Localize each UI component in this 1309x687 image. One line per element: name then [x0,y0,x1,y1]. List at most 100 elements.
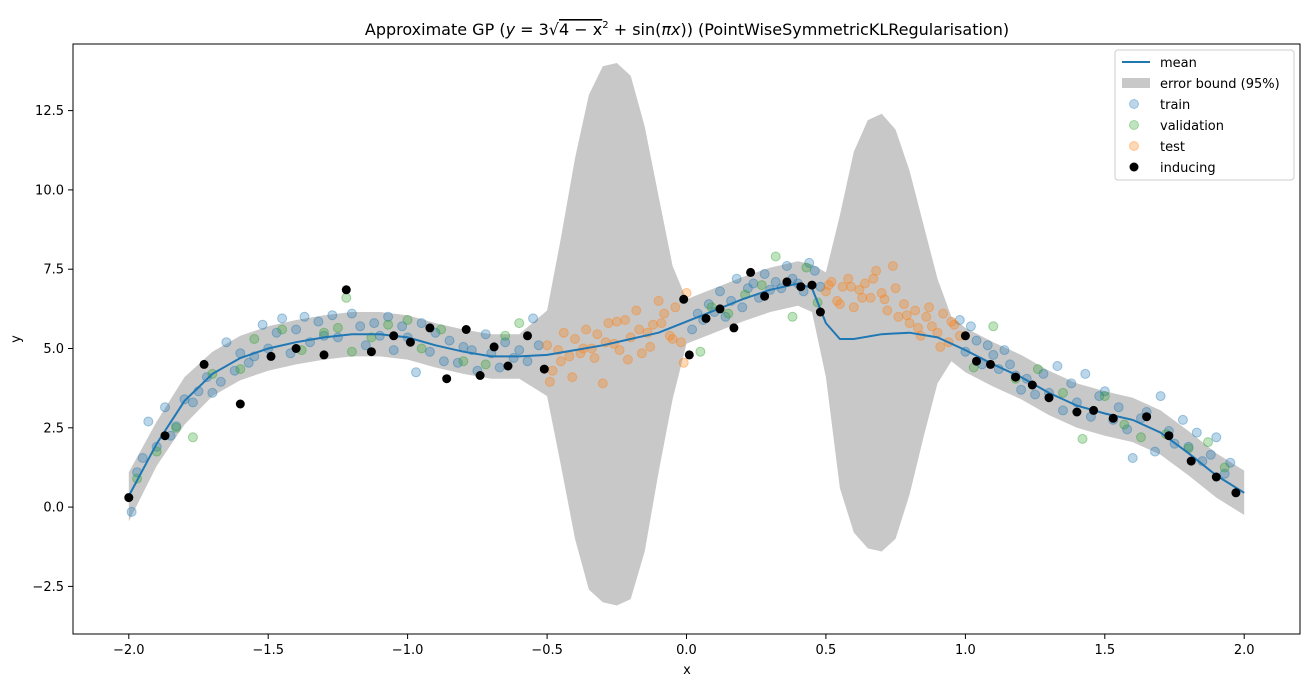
test-point [848,302,859,313]
train-point [397,321,408,332]
y-tick-label: 5.0 [43,342,64,357]
train-point [332,332,343,343]
test-point [820,286,831,297]
mean-line [127,282,1245,497]
inducing-point [1011,372,1021,382]
inducing-point [1186,456,1196,466]
train-point [424,346,435,357]
inducing-point [425,323,435,333]
test-point [634,324,645,335]
train-point [171,421,182,432]
test-point [670,302,681,313]
train-point [143,416,154,427]
test-point [589,353,600,363]
train-point [715,286,725,297]
train-point [703,299,714,310]
validation-point [801,262,812,273]
test-point [887,261,898,271]
train-point [1150,446,1160,457]
validation-point [695,346,706,357]
test-point [834,299,845,310]
x-tick-label: 2.0 [1234,643,1255,658]
legend-inducing-marker [1129,162,1139,172]
train-point [221,337,232,348]
validation-point [402,315,413,325]
train-point [522,356,533,367]
train-point [187,397,198,408]
test-point [620,315,631,325]
validation-point [341,292,352,303]
x-tick-label: 0.0 [676,643,697,658]
x-tick-label: 1.5 [1094,643,1115,658]
train-point [411,367,421,378]
test-point [636,348,647,359]
train-point [494,362,505,373]
inducing-point [796,282,806,292]
test-point [882,305,893,316]
train-point [1127,453,1138,463]
train-point [126,506,137,517]
validation-point [416,343,427,354]
test-point [893,311,904,322]
train-point [687,324,698,335]
train-point [327,310,338,321]
train-point [257,319,268,330]
train-point [748,278,759,289]
validation-point [383,319,394,330]
train-point [742,283,753,294]
validation-point [787,311,798,322]
test-point [659,308,670,319]
train-point [1113,402,1124,413]
train-point [1016,384,1027,395]
train-point [207,387,218,398]
legend-validation-marker [1129,120,1139,130]
inducing-point [701,313,711,323]
train-point [1177,414,1188,425]
test-point [603,318,614,329]
test-point [854,284,865,295]
train-point [1183,441,1194,452]
legend-inducing-label: inducing [1160,161,1216,176]
inducing-point [815,307,825,317]
train-point [533,340,544,351]
inducing-point [1072,407,1082,417]
train-point [809,265,820,276]
test-point [544,376,555,387]
validation-point [1119,419,1130,430]
y-tick-label: 2.5 [43,421,64,436]
test-point [567,372,578,383]
legend-mean-label: mean [1160,56,1197,71]
y-tick-label: −2.5 [32,580,64,595]
inducing-point [366,347,376,357]
legend-frame [1114,49,1295,181]
train-point [1052,361,1063,371]
train-point [360,340,371,351]
train-point [229,365,240,376]
inducing-point [746,267,756,277]
test-point [678,357,689,368]
validation-point [514,318,525,329]
test-point [667,334,678,344]
train-point [1030,389,1041,400]
chart-title: Approximate GP (y = 3√4 − x2 + sin(πx)) … [365,20,1009,39]
legend-error-label: error bound (95%) [1160,77,1280,92]
train-point [731,273,742,284]
test-point [622,354,633,365]
train-point [480,329,491,340]
inducing-point [1142,412,1152,422]
x-tick-label: −1.0 [392,643,424,658]
x-axis-label: x [683,663,691,678]
validation-point [249,334,260,344]
test-point [614,345,625,356]
test-point [823,280,834,291]
inducing-point [1211,472,1221,482]
train-point [1155,391,1166,402]
legend: mean error bound (95%) train validation … [1114,49,1295,181]
train-point [369,318,380,329]
train-point [1205,449,1216,460]
inducing-point [503,361,513,371]
y-tick-label: 0.0 [43,501,64,516]
train-point [1225,457,1236,468]
inducing-point [782,277,792,287]
